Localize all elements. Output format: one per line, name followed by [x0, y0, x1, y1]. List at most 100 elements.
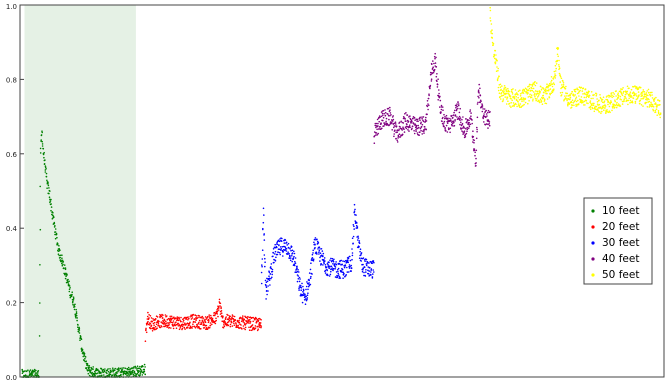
data-point — [282, 255, 284, 257]
data-point — [627, 99, 630, 102]
data-point — [242, 319, 245, 322]
data-point — [62, 263, 64, 266]
data-point — [252, 320, 254, 323]
data-point — [312, 260, 315, 262]
data-point — [359, 250, 361, 253]
data-point — [78, 327, 81, 330]
data-point — [219, 302, 222, 305]
data-point — [216, 310, 219, 313]
data-point — [477, 95, 479, 98]
legend-marker — [591, 241, 595, 245]
data-point — [454, 120, 456, 122]
data-point — [641, 95, 643, 97]
data-point — [492, 44, 494, 46]
data-point — [441, 122, 444, 125]
data-point — [349, 259, 352, 262]
data-point — [440, 104, 443, 107]
data-point — [307, 285, 310, 288]
data-point — [375, 134, 377, 136]
data-point — [71, 293, 73, 296]
data-point — [185, 323, 188, 325]
data-point — [314, 246, 316, 249]
data-point — [455, 106, 457, 109]
data-point — [472, 130, 474, 132]
data-point — [373, 271, 375, 273]
data-point — [169, 320, 172, 323]
data-point — [120, 373, 122, 376]
data-point — [505, 103, 508, 105]
data-point — [326, 263, 329, 265]
data-point — [322, 264, 324, 266]
data-point — [560, 77, 563, 80]
data-point — [331, 257, 334, 260]
data-point — [344, 265, 347, 267]
data-point — [298, 271, 300, 273]
data-point — [388, 124, 391, 126]
data-point — [249, 320, 252, 323]
data-point — [570, 106, 573, 109]
data-point — [574, 99, 576, 102]
data-point — [510, 106, 512, 108]
data-point — [490, 23, 493, 25]
data-point — [658, 99, 661, 102]
data-point — [299, 278, 301, 280]
data-point — [45, 175, 48, 178]
data-point — [58, 245, 60, 247]
data-point — [584, 88, 587, 90]
data-point — [334, 266, 337, 268]
data-point — [231, 325, 234, 327]
y-axis: 0.00.20.40.60.81.0 — [6, 3, 24, 382]
data-point — [629, 91, 632, 93]
data-point — [180, 316, 182, 319]
data-point — [543, 91, 545, 94]
data-point — [136, 372, 139, 375]
data-point — [448, 128, 450, 130]
data-point — [201, 317, 203, 319]
data-point — [527, 96, 530, 98]
highlight-region — [24, 5, 136, 377]
data-point — [443, 113, 445, 116]
data-point — [459, 107, 462, 110]
data-point — [216, 309, 218, 311]
data-point — [156, 327, 158, 330]
data-point — [89, 371, 92, 374]
data-point — [378, 116, 380, 119]
data-point — [298, 289, 300, 291]
data-point — [257, 325, 259, 328]
data-point — [223, 324, 225, 326]
data-point — [522, 104, 524, 107]
data-point — [356, 226, 359, 228]
data-point — [322, 255, 324, 257]
data-point — [639, 86, 642, 89]
data-point — [577, 103, 580, 105]
data-point — [343, 260, 346, 263]
data-point — [573, 100, 576, 103]
data-point — [27, 369, 29, 372]
data-point — [418, 134, 421, 136]
data-point — [152, 318, 154, 320]
data-point — [616, 98, 618, 101]
data-point — [275, 256, 277, 259]
data-point — [291, 255, 293, 257]
data-point — [54, 237, 57, 240]
data-point — [577, 92, 580, 94]
data-point — [546, 89, 549, 92]
data-point — [659, 112, 662, 114]
data-point — [297, 275, 300, 277]
data-point — [47, 183, 49, 185]
data-point — [463, 127, 466, 129]
data-point — [254, 327, 257, 330]
data-point — [280, 240, 283, 242]
data-point — [549, 88, 552, 90]
data-point — [605, 112, 607, 114]
data-point — [415, 128, 417, 131]
data-point — [255, 320, 258, 323]
data-point — [534, 90, 537, 92]
data-point — [323, 258, 325, 261]
data-point — [330, 270, 332, 273]
data-point — [394, 125, 397, 127]
data-point — [610, 101, 613, 103]
data-point — [278, 244, 280, 246]
data-point — [42, 153, 45, 156]
data-point — [75, 317, 77, 319]
